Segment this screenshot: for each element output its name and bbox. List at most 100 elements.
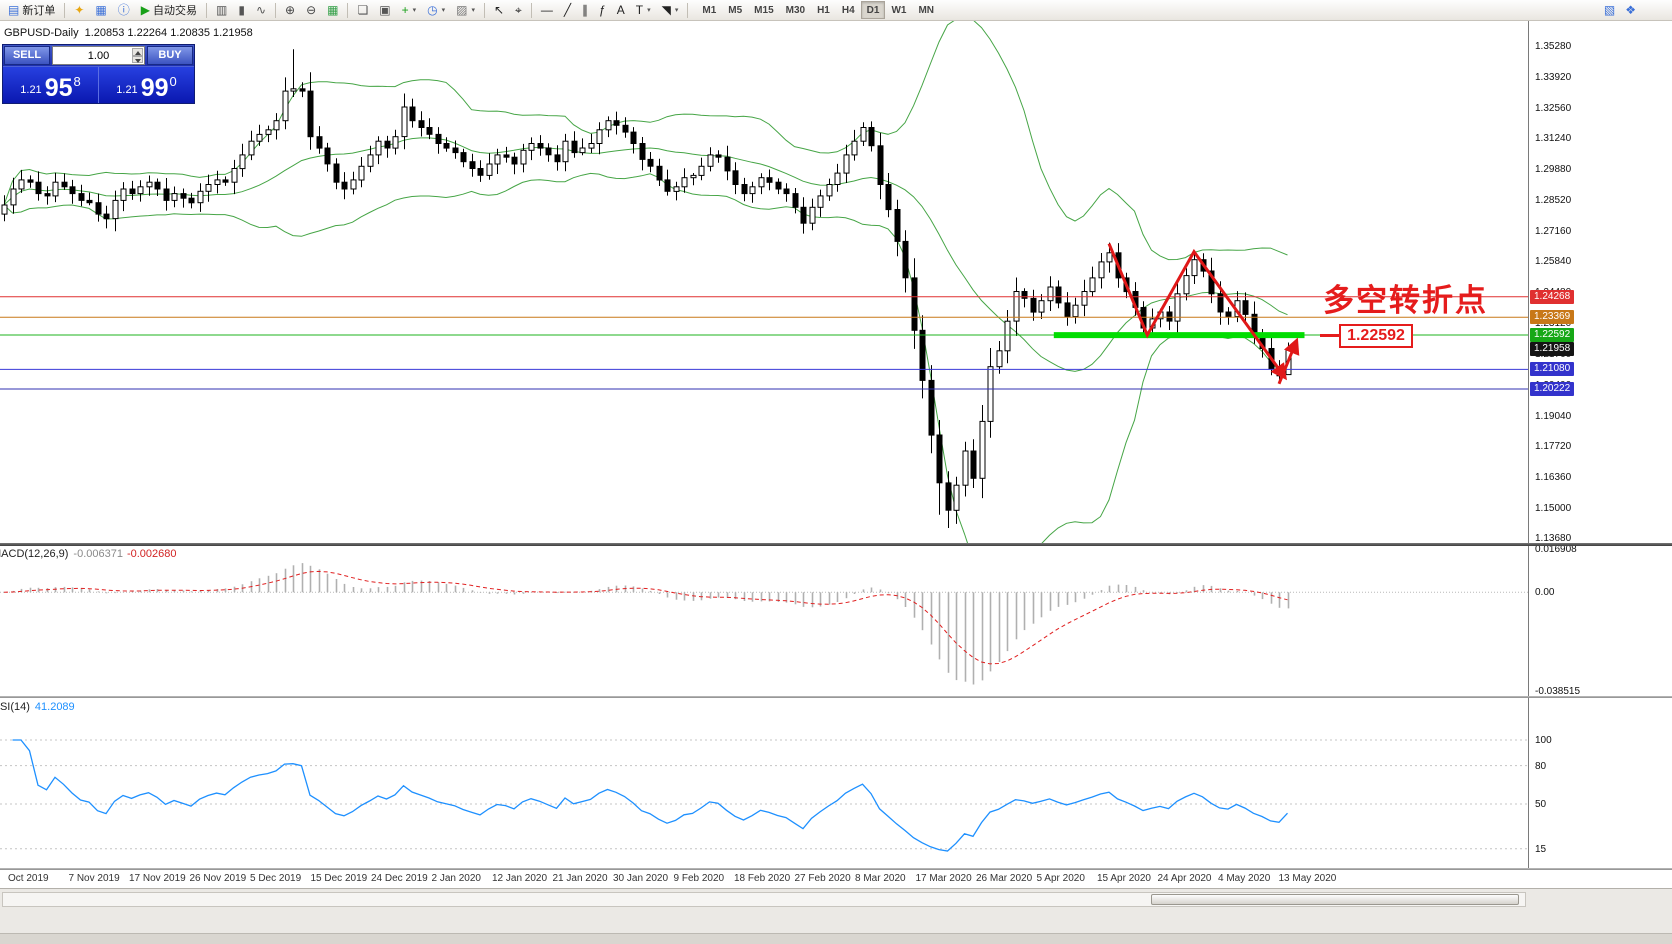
date-label: 30 Jan 2020 [613, 873, 669, 884]
dropdown-arrow-icon: ▾ [674, 7, 679, 14]
horizontal-level-lines[interactable] [0, 296, 1528, 390]
trendline-tool-button[interactable]: ╱ [559, 1, 576, 19]
bar-chart-icon[interactable]: ▥ [211, 1, 232, 19]
timeframe-m15[interactable]: M15 [754, 4, 774, 16]
cascade-windows-icon[interactable]: ▣ [374, 1, 395, 19]
toolbar-separator [275, 2, 277, 18]
level-label-tick [1320, 334, 1339, 337]
arrows-tool-button[interactable]: ◥ ▾ [657, 1, 684, 19]
text-label-tool-button[interactable]: T ▾ [631, 1, 656, 19]
bounce-arrow[interactable] [1277, 337, 1300, 385]
buy-price-head: 1.21 [116, 84, 138, 96]
candlestick-chart[interactable] [0, 21, 1528, 543]
grid-icon[interactable]: ▦ [322, 1, 343, 19]
price-chart-panel[interactable]: GBPUSD-Daily 1.20853 1.22264 1.20835 1.21… [0, 21, 1528, 543]
buy-price-display[interactable]: 1.21 99 0 [98, 67, 194, 103]
timeframe-h1[interactable]: H1 [817, 4, 830, 16]
panel-separator[interactable] [0, 868, 1672, 870]
chart-title: GBPUSD-Daily 1.20853 1.22264 1.20835 1.21… [4, 27, 253, 39]
zigzag-annotation[interactable] [1107, 243, 1300, 385]
indicators-button[interactable]: + ▾ [397, 1, 422, 19]
sell-price-display[interactable]: 1.21 95 8 [3, 67, 98, 103]
rsi-line [12, 739, 1288, 852]
panel-separator[interactable] [0, 543, 1672, 546]
level-price-label: 1.22592 [1339, 324, 1413, 348]
line-chart-icon[interactable]: ∿ [251, 1, 271, 19]
channel-tool-button[interactable]: ∥ [577, 1, 593, 19]
price-tag-1.24268: 1.24268 [1530, 290, 1575, 304]
bb-middle [3, 137, 1288, 372]
new-order-button-icon: ▤ [8, 3, 20, 17]
market-watch-icon[interactable]: ▦ [90, 1, 111, 19]
date-label: 15 Dec 2019 [310, 873, 368, 884]
text-tool-button[interactable]: A [612, 1, 630, 19]
date-label: 2 Jan 2020 [431, 873, 482, 884]
sell-button[interactable]: SELL [4, 46, 50, 65]
horizontal-scrollbar-thumb[interactable] [1151, 894, 1519, 905]
price-axis-label: 1.33920 [1535, 72, 1572, 83]
price-tag-1.21080: 1.21080 [1530, 362, 1575, 376]
date-label: 8 Mar 2020 [855, 873, 906, 884]
new-order-button-label: 新订单 [22, 5, 56, 17]
macd-label: MACD(12,26,9) -0.006371-0.002680 [0, 548, 177, 560]
volume-input[interactable]: 1.00 [52, 46, 145, 65]
templates-button-icon: ▨ [456, 3, 468, 17]
horizontal-scrollbar[interactable] [2, 892, 1526, 907]
autotrading-button-icon: ▶ [140, 3, 150, 17]
toolbar-separator [687, 2, 689, 18]
timeframe-m5[interactable]: M5 [728, 4, 743, 16]
templates-button[interactable]: ▨ ▾ [451, 1, 480, 19]
volume-down-icon[interactable] [132, 55, 143, 63]
text-tool-button-icon: A [616, 3, 625, 17]
data-window-icon[interactable]: ⓘ [113, 1, 135, 19]
crosshair-button-icon: ⌖ [515, 3, 522, 17]
price-tag-1.21958: 1.21958 [1530, 342, 1575, 356]
periods-button[interactable]: ◷ ▾ [422, 1, 450, 19]
toolbar-right-icon-2[interactable]: ❖ [1620, 1, 1641, 19]
timeframe-mn[interactable]: MN [918, 4, 935, 16]
fibonacci-tool-button-icon: ƒ [599, 3, 606, 17]
tile-windows-icon[interactable]: ❏ [352, 1, 373, 19]
macd-signal-value: -0.002680 [126, 548, 177, 560]
horizontal-line-tool-button[interactable]: — [536, 1, 558, 19]
timeframe-m30[interactable]: M30 [785, 4, 806, 16]
macd-panel[interactable]: MACD(12,26,9) -0.006371-0.002680 [0, 545, 1528, 696]
price-axis-label: 1.15000 [1535, 503, 1572, 514]
autotrading-button[interactable]: ▶ 自动交易 [136, 1, 202, 19]
cursor-button[interactable]: ↖ [489, 1, 509, 19]
buy-button[interactable]: BUY [147, 46, 193, 65]
rsi-axis-label: 80 [1535, 761, 1547, 772]
data-window-icon-icon: ⓘ [117, 3, 130, 17]
indicators-button-icon: + [401, 3, 409, 17]
date-label: 27 Feb 2020 [794, 873, 851, 884]
price-tag-1.22592: 1.22592 [1530, 328, 1575, 342]
panel-separator[interactable] [0, 696, 1672, 698]
timeframe-d1[interactable]: D1 [860, 1, 886, 19]
price-axis[interactable]: 1.35280 1.33920 1.32560 1.31240 1.29880 1.285… [1528, 21, 1672, 868]
cursor-button-icon: ↖ [493, 3, 505, 17]
date-label: 24 Apr 2020 [1157, 873, 1212, 884]
zoom-out-button[interactable]: ⊖ [301, 1, 321, 19]
crosshair-button[interactable]: ⌖ [510, 1, 527, 19]
volume-up-icon[interactable] [132, 48, 143, 56]
toolbar-right-icon-1[interactable]: ▧ [1599, 1, 1620, 19]
volume-spinner [132, 48, 143, 63]
bb-upper [3, 21, 1288, 261]
fibonacci-tool-button[interactable]: ƒ [594, 1, 611, 19]
price-axis-label: 1.29880 [1535, 164, 1572, 175]
macd-name: MACD(12,26,9) [0, 548, 69, 560]
zoom-in-button[interactable]: ⊕ [280, 1, 300, 19]
favorites-icon[interactable]: ✦ [69, 1, 89, 19]
ohlc-values: 1.20853 1.22264 1.20835 1.21958 [84, 27, 253, 39]
rsi-panel[interactable]: RSI(14) 41.2089 [0, 698, 1528, 868]
new-order-button[interactable]: ▤ 新订单 [3, 1, 60, 19]
time-axis[interactable]: Oct 2019 7 Nov 2019 17 Nov 2019 26 Nov 2019… [0, 870, 1672, 888]
timeframe-h4[interactable]: H4 [841, 4, 855, 16]
timeframe-w1[interactable]: W1 [891, 4, 907, 16]
price-axis-label: 1.13680 [1535, 533, 1572, 544]
timeframe-m1[interactable]: M1 [702, 4, 717, 16]
favorites-icon-icon: ✦ [74, 3, 85, 17]
zigzag-arrow[interactable] [1107, 243, 1288, 381]
candlestick-chart-icon[interactable]: ▮ [233, 1, 250, 19]
sell-price-big: 95 [44, 73, 73, 102]
